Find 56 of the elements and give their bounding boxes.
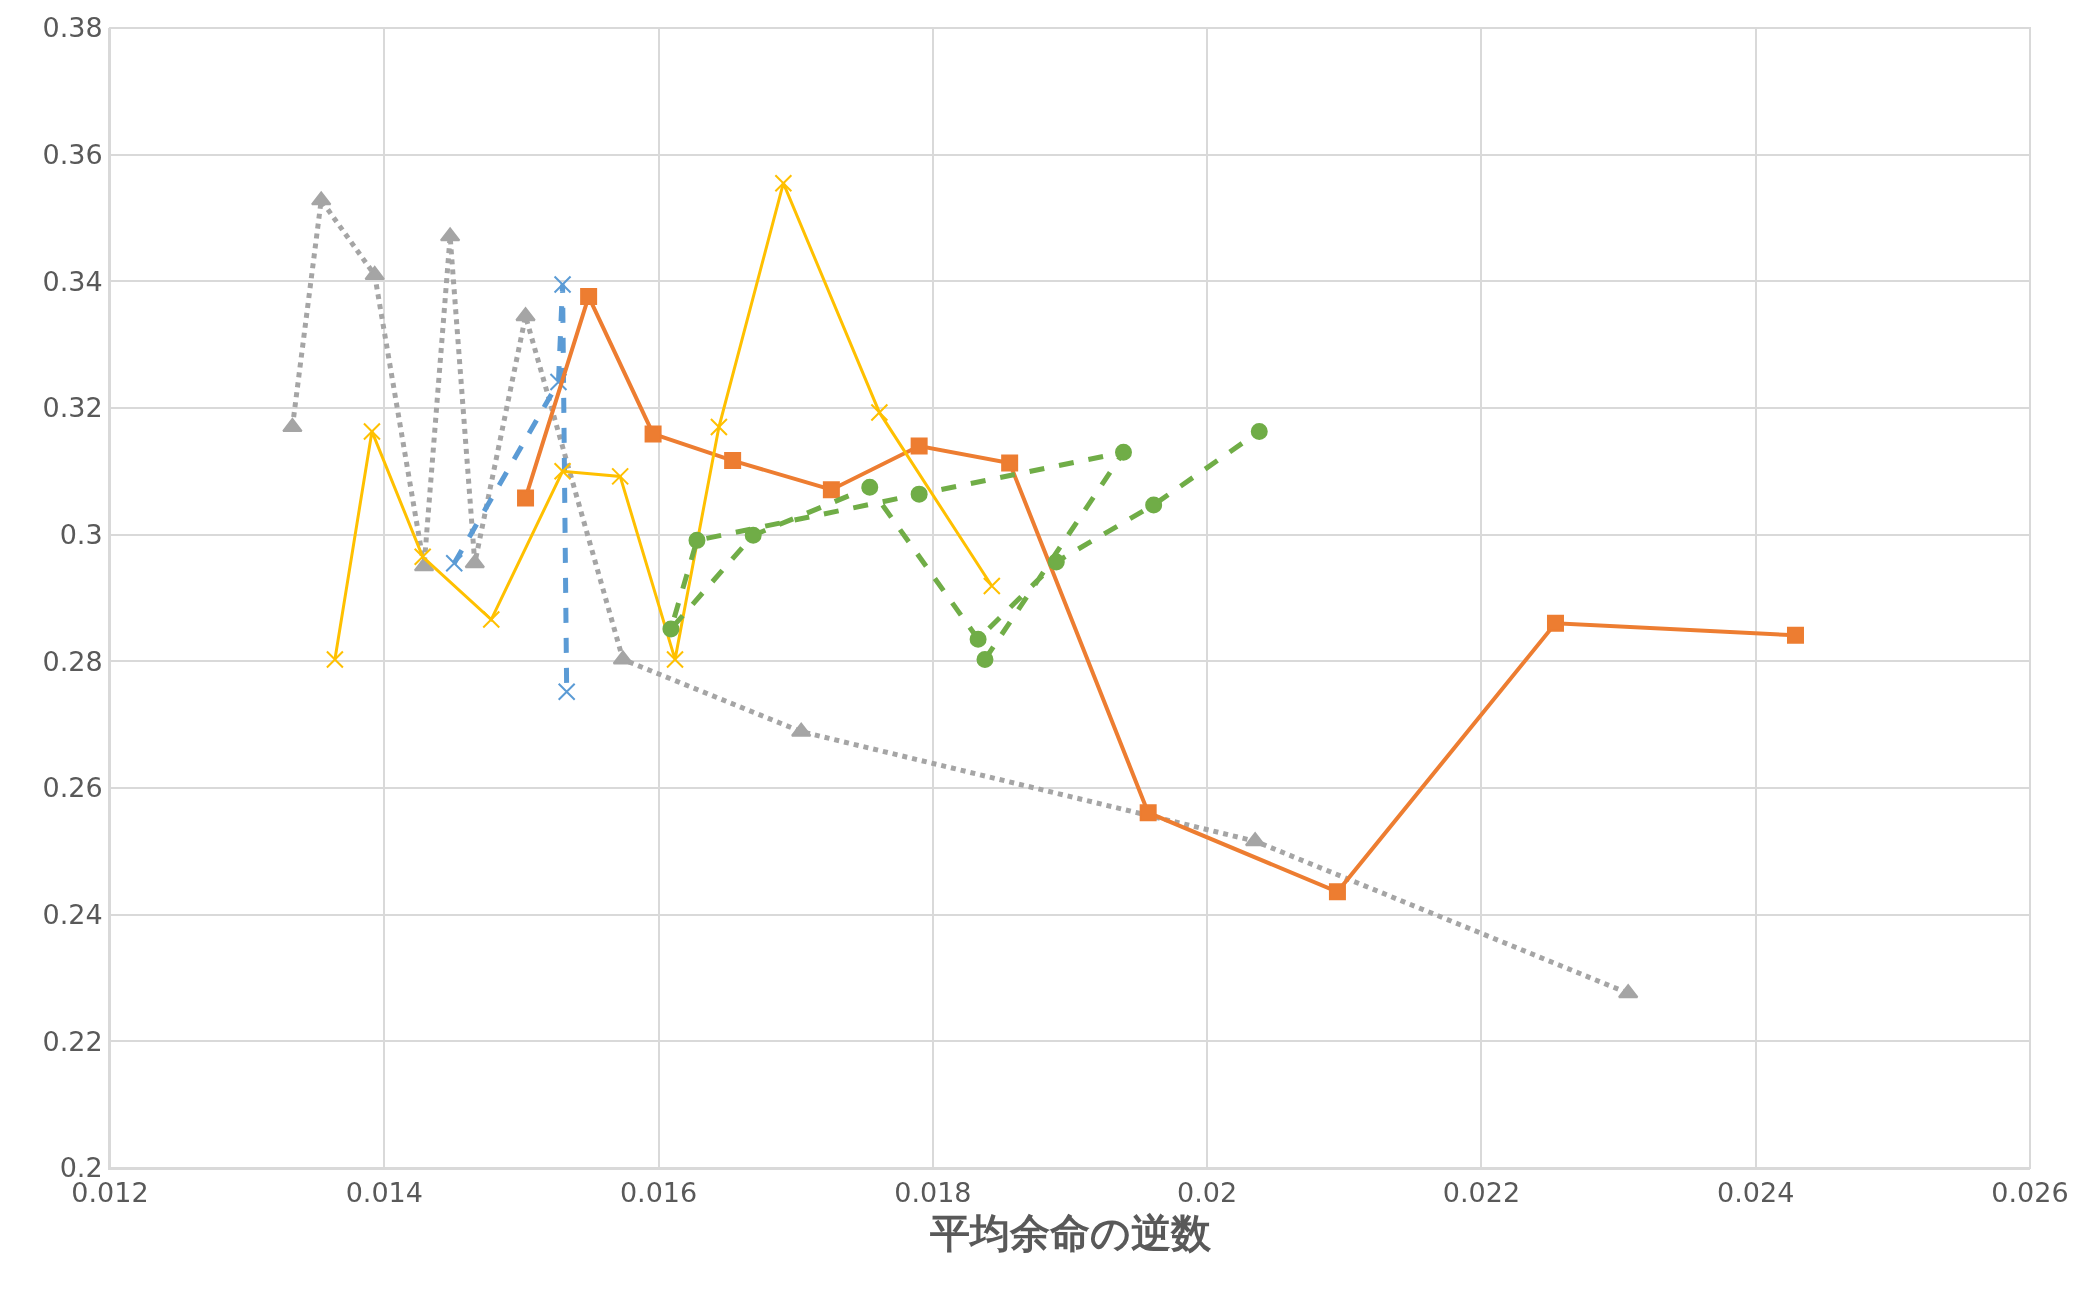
- y-tick-label: 0.22: [42, 1025, 103, 1057]
- x-tick-label: 0.024: [1717, 1177, 1795, 1209]
- point: [724, 452, 742, 470]
- point: [688, 531, 706, 549]
- point: [1250, 422, 1268, 440]
- point: [517, 489, 535, 507]
- y-tick-label: 0.32: [42, 392, 103, 424]
- point: [910, 485, 928, 503]
- point: [976, 650, 994, 668]
- point: [611, 467, 630, 486]
- x-tick-label: 0.022: [1442, 1177, 1521, 1209]
- point: [666, 650, 685, 669]
- x-tick-label: 0.016: [619, 1177, 698, 1209]
- point: [325, 650, 344, 669]
- point: [662, 620, 680, 638]
- point: [910, 437, 928, 455]
- x-tick-label: 0.012: [71, 1177, 149, 1209]
- point: [557, 682, 576, 701]
- point: [413, 547, 432, 566]
- point: [709, 418, 728, 436]
- point: [1115, 443, 1132, 461]
- point: [644, 425, 662, 443]
- point: [969, 630, 987, 648]
- point: [1047, 553, 1065, 571]
- point: [1328, 883, 1346, 901]
- y-tick-label: 0.26: [42, 772, 103, 804]
- point: [982, 576, 1001, 595]
- x-tick-label: 0.018: [894, 1177, 972, 1209]
- x-tick-label: 0.014: [345, 1177, 423, 1209]
- y-tick-label: 0.38: [42, 12, 103, 44]
- point: [445, 554, 464, 573]
- point: [774, 174, 793, 193]
- y-tick-label: 0.28: [42, 645, 103, 677]
- point: [580, 288, 598, 306]
- point: [1786, 626, 1804, 644]
- point: [515, 307, 536, 322]
- point: [553, 462, 572, 481]
- point: [1001, 454, 1019, 472]
- y-tick-label: 0.36: [42, 139, 103, 171]
- point: [822, 481, 840, 499]
- point: [362, 422, 381, 441]
- point: [1139, 804, 1157, 822]
- y-tick-label: 0.3: [59, 519, 103, 551]
- point: [870, 403, 889, 422]
- y-tick-label: 0.34: [42, 265, 103, 297]
- x-tick-label: 0.02: [1177, 1177, 1238, 1209]
- x-tick-label: 0.026: [1991, 1177, 2069, 1209]
- point: [482, 610, 501, 629]
- y-tick-label: 0.24: [42, 899, 103, 931]
- point: [861, 478, 879, 496]
- point: [1546, 614, 1564, 632]
- point: [549, 373, 568, 392]
- point: [1145, 496, 1163, 514]
- point: [553, 275, 572, 294]
- point: [744, 526, 762, 544]
- x-axis-title: 平均余命の逆数: [928, 1210, 1212, 1257]
